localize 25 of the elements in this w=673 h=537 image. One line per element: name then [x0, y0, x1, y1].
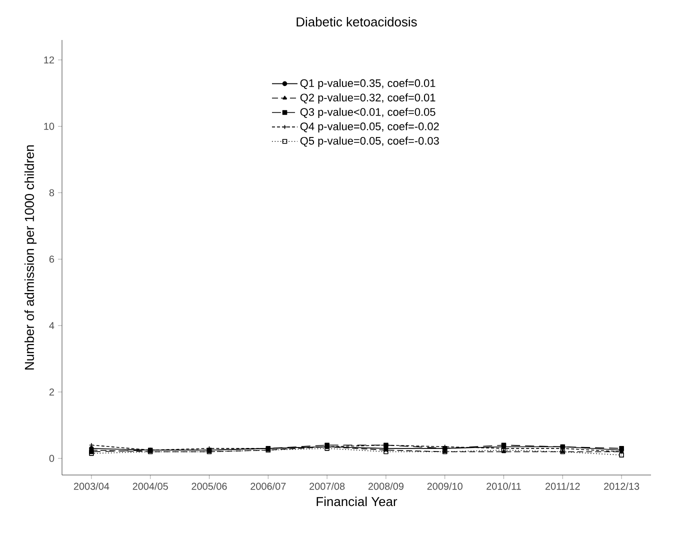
- chart-title: Diabetic ketoacidosis: [296, 16, 417, 26]
- y-tick-label: 6: [49, 256, 54, 263]
- y-tick-label: 0: [49, 454, 54, 462]
- legend-label: Q3 p-value<0.01, coef=0.05: [300, 108, 436, 118]
- x-tick-label: 2004/05: [132, 482, 168, 490]
- x-tick-label: 2009/10: [427, 482, 462, 490]
- y-tick-label: 4: [49, 322, 54, 329]
- x-tick-label: 2005/06: [192, 482, 227, 490]
- legend-label: Q5 p-value=0.05, coef=-0.03: [300, 136, 439, 147]
- y-tick-label: 8: [49, 189, 54, 196]
- x-tick-label: 2006/07: [250, 482, 286, 490]
- legend-label: Q2 p-value=0.32, coef=0.01: [300, 93, 436, 104]
- x-tick-label: 2003/04: [74, 482, 110, 490]
- y-axis-title: Number of admission per 1000 children: [24, 145, 37, 370]
- x-tick-label: 2008/09: [368, 482, 404, 490]
- legend-label: Q1 p-value=0.35, coef=0.01: [300, 78, 436, 90]
- y-tick-label: 12: [44, 56, 54, 64]
- x-tick-label: 2010/11: [486, 482, 521, 490]
- legend-label: Q4 p-value=0.05, coef=-0.02: [300, 122, 439, 132]
- x-tick-label: 2011/12: [546, 482, 580, 490]
- y-tick-label: 10: [44, 122, 54, 130]
- x-axis-title: Financial Year: [316, 496, 398, 506]
- x-tick-label: 2012/13: [604, 482, 640, 490]
- x-tick-label: 2007/08: [310, 482, 345, 490]
- y-tick-label: 2: [49, 388, 54, 396]
